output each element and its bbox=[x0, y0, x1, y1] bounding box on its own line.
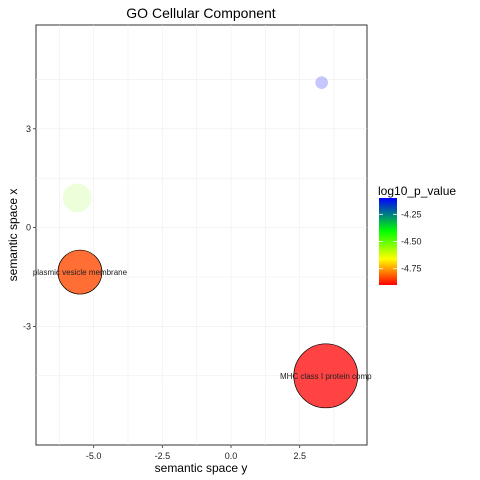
x-axis-ticks: -5.0 -2.5 0.0 2.5 bbox=[86, 445, 306, 461]
color-legend: log10_p_value -4.25 -4.50 -4.75 bbox=[378, 184, 456, 285]
bubbles-layer bbox=[57, 76, 359, 409]
bubble-point bbox=[57, 249, 103, 295]
chart-title: GO Cellular Component bbox=[126, 5, 276, 21]
legend-title: log10_p_value bbox=[378, 184, 456, 198]
bubble-labels-layer: plasmic vesicle membrane MHC class I prot… bbox=[33, 268, 372, 381]
y-axis-title: semantic space x bbox=[6, 189, 20, 282]
legend-tick-label: -4.75 bbox=[401, 264, 422, 274]
legend-ticks: -4.25 -4.50 -4.75 bbox=[379, 209, 422, 274]
grid-lines bbox=[36, 25, 367, 445]
y-tick-label: 3 bbox=[26, 124, 31, 134]
legend-tick-label: -4.50 bbox=[401, 237, 422, 247]
bubble-label: MHC class I protein comp bbox=[280, 372, 372, 381]
bubble-point bbox=[62, 183, 92, 213]
bubble-label: plasmic vesicle membrane bbox=[33, 268, 128, 277]
y-tick-label: 0 bbox=[26, 223, 31, 233]
y-tick-label: -3 bbox=[23, 321, 31, 331]
bubble-point bbox=[293, 343, 359, 409]
bubble-point bbox=[315, 76, 328, 89]
x-tick-label: 2.5 bbox=[293, 451, 306, 461]
legend-tick-label: -4.25 bbox=[401, 209, 422, 219]
y-axis-ticks: -3 0 3 bbox=[23, 124, 36, 331]
x-axis-title: semantic space y bbox=[155, 461, 248, 475]
x-tick-label: -2.5 bbox=[155, 451, 171, 461]
legend-color-bar bbox=[379, 198, 397, 285]
x-tick-label: 0.0 bbox=[225, 451, 238, 461]
x-tick-label: -5.0 bbox=[86, 451, 102, 461]
